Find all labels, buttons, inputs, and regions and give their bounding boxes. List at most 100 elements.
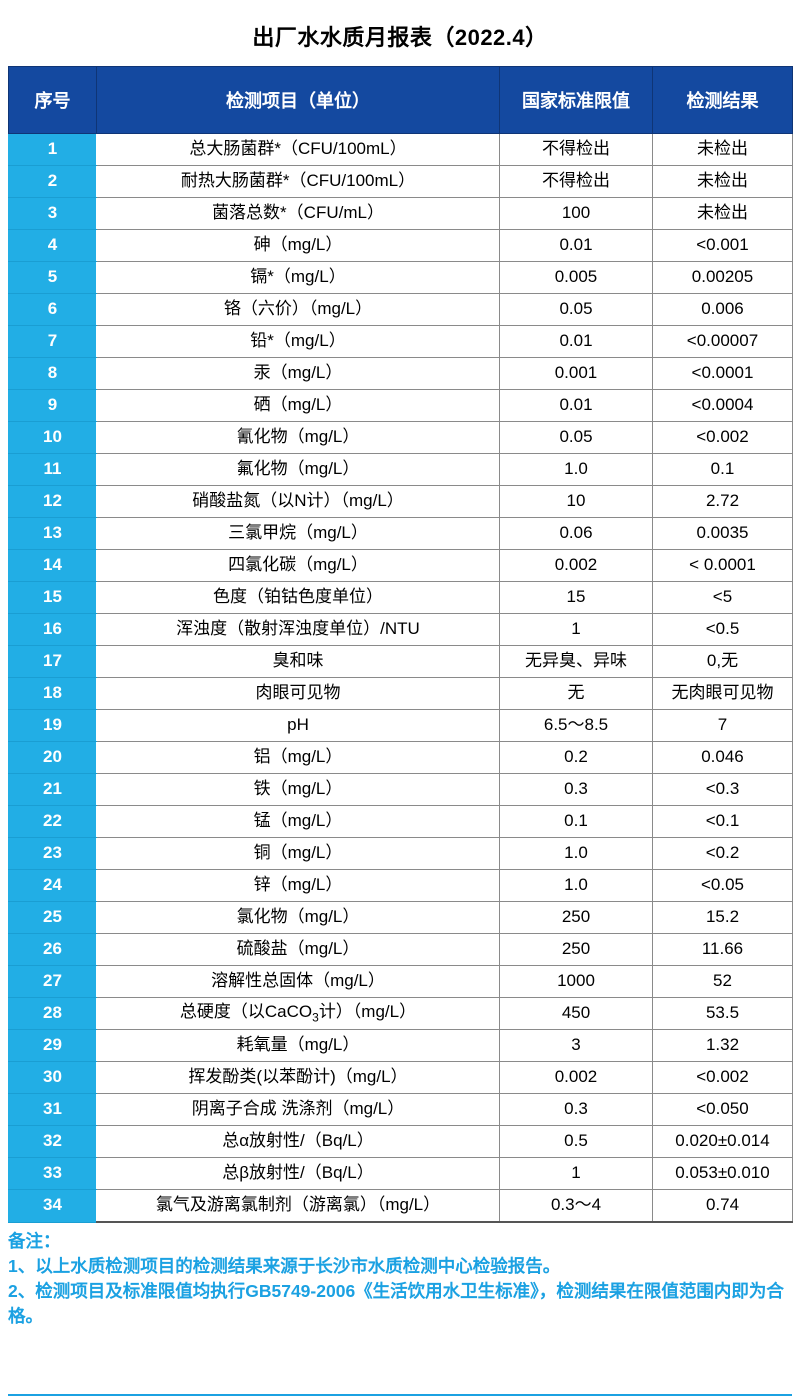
cell-result: <0.0004 [652,389,793,422]
cell-result: <0.001 [652,229,793,262]
cell-standard: 0.005 [499,261,653,294]
cell-standard: 不得检出 [499,165,653,198]
cell-seq: 15 [8,581,97,614]
cell-seq: 33 [8,1157,97,1190]
cell-standard: 0.01 [499,325,653,358]
cell-result: 11.66 [652,933,793,966]
cell-seq: 19 [8,709,97,742]
table-row: 15 色度（铂钴色度单位） 15 <5 [8,581,793,614]
cell-standard: 0.06 [499,517,653,550]
cell-standard: 0.2 [499,741,653,774]
table-body: 1 总大肠菌群*（CFU/100mL） 不得检出 未检出 2 耐热大肠菌群*（CFU/10… [8,133,793,1223]
cell-result: 0.006 [652,293,793,326]
cell-item: 铁（mg/L） [96,773,500,806]
cell-seq: 24 [8,869,97,902]
cell-seq: 2 [8,165,97,198]
cell-item: 硒（mg/L） [96,389,500,422]
cell-standard: 0.3 [499,773,653,806]
water-quality-table: 序号 检测项目（单位） 国家标准限值 检测结果 1 总大肠菌群*（CFU/100m… [8,66,793,1223]
cell-result: 0.74 [652,1189,793,1223]
cell-standard: 0.002 [499,1061,653,1094]
table-row: 31 阴离子合成 洗涤剂（mg/L） 0.3 <0.050 [8,1093,793,1126]
cell-result: 0,无 [652,645,793,678]
table-row: 2 耐热大肠菌群*（CFU/100mL） 不得检出 未检出 [8,165,793,198]
cell-seq: 10 [8,421,97,454]
cell-standard: 0.3～4 [499,1189,653,1223]
table-row: 9 硒（mg/L） 0.01 <0.0004 [8,389,793,422]
cell-item: 总硬度（以CaCO3计）（mg/L） [96,997,500,1030]
cell-result: <0.5 [652,613,793,646]
cell-item: 硝酸盐氮（以N计）（mg/L） [96,485,500,518]
cell-standard: 3 [499,1029,653,1062]
cell-seq: 14 [8,549,97,582]
cell-seq: 12 [8,485,97,518]
table-row: 24 锌（mg/L） 1.0 <0.05 [8,869,793,902]
cell-seq: 5 [8,261,97,294]
cell-result: 15.2 [652,901,793,934]
cell-item: 四氯化碳（mg/L） [96,549,500,582]
cell-standard: 0.1 [499,805,653,838]
cell-result: 0.0035 [652,517,793,550]
cell-result: <0.3 [652,773,793,806]
cell-item: 氯气及游离氯制剂（游离氯）（mg/L） [96,1189,500,1223]
cell-result: 无肉眼可见物 [652,677,793,710]
cell-seq: 18 [8,677,97,710]
cell-result: 2.72 [652,485,793,518]
table-row: 6 铬（六价）（mg/L） 0.05 0.006 [8,293,793,326]
cell-item: 氯化物（mg/L） [96,901,500,934]
cell-seq: 1 [8,133,97,166]
cell-result: <0.2 [652,837,793,870]
cell-standard: 1.0 [499,837,653,870]
cell-item: 浑浊度（散射浑浊度单位）/NTU [96,613,500,646]
cell-item: 溶解性总固体（mg/L） [96,965,500,998]
table-row: 27 溶解性总固体（mg/L） 1000 52 [8,965,793,998]
table-row: 5 镉*（mg/L） 0.005 0.00205 [8,261,793,294]
cell-seq: 20 [8,741,97,774]
table-row: 18 肉眼可见物无无肉眼可见物 [8,677,793,710]
cell-result: 未检出 [652,165,793,198]
column-header-seq: 序号 [8,66,97,134]
cell-seq: 29 [8,1029,97,1062]
cell-result: 0.020±0.014 [652,1125,793,1158]
column-header-standard: 国家标准限值 [499,66,653,134]
cell-item: 耗氧量（mg/L） [96,1029,500,1062]
note-line-1: 1、以上水质检测项目的检测结果来源于长沙市水质检测中心检验报告。 [8,1255,561,1276]
cell-result: <0.002 [652,421,793,454]
column-header-item: 检测项目（单位） [96,66,500,134]
cell-seq: 22 [8,805,97,838]
cell-standard: 6.5～8.5 [499,709,653,742]
cell-item: 汞（mg/L） [96,357,500,390]
cell-standard: 100 [499,197,653,230]
table-row: 4 砷（mg/L） 0.01 <0.001 [8,229,793,262]
cell-item: 锰（mg/L） [96,805,500,838]
cell-standard: 0.5 [499,1125,653,1158]
cell-result: <0.002 [652,1061,793,1094]
cell-standard: 1 [499,1157,653,1190]
bottom-rule [8,1394,792,1396]
cell-item: 三氯甲烷（mg/L） [96,517,500,550]
table-row: 23 铜（mg/L） 1.0 <0.2 [8,837,793,870]
cell-standard: 0.01 [499,229,653,262]
table-row: 22 锰（mg/L） 0.1 <0.1 [8,805,793,838]
cell-item: 镉*（mg/L） [96,261,500,294]
cell-item: 耐热大肠菌群*（CFU/100mL） [96,165,500,198]
table-row: 19 pH 6.5～8.5 7 [8,709,793,742]
table-row: 14 四氯化碳（mg/L） 0.002 < 0.0001 [8,549,793,582]
cell-standard: 0.3 [499,1093,653,1126]
cell-result: <0.0001 [652,357,793,390]
cell-seq: 26 [8,933,97,966]
table-row: 3 菌落总数*（CFU/mL） 100 未检出 [8,197,793,230]
cell-standard: 不得检出 [499,133,653,166]
cell-seq: 11 [8,453,97,486]
table-row: 12 硝酸盐氮（以N计）（mg/L） 10 2.72 [8,485,793,518]
table-row: 7 铅*（mg/L） 0.01 <0.00007 [8,325,793,358]
cell-item: 挥发酚类(以苯酚计)（mg/L） [96,1061,500,1094]
column-header-result: 检测结果 [652,66,793,134]
cell-standard: 1.0 [499,869,653,902]
cell-standard: 15 [499,581,653,614]
cell-seq: 31 [8,1093,97,1126]
cell-standard: 1.0 [499,453,653,486]
cell-result: 53.5 [652,997,793,1030]
cell-standard: 250 [499,933,653,966]
